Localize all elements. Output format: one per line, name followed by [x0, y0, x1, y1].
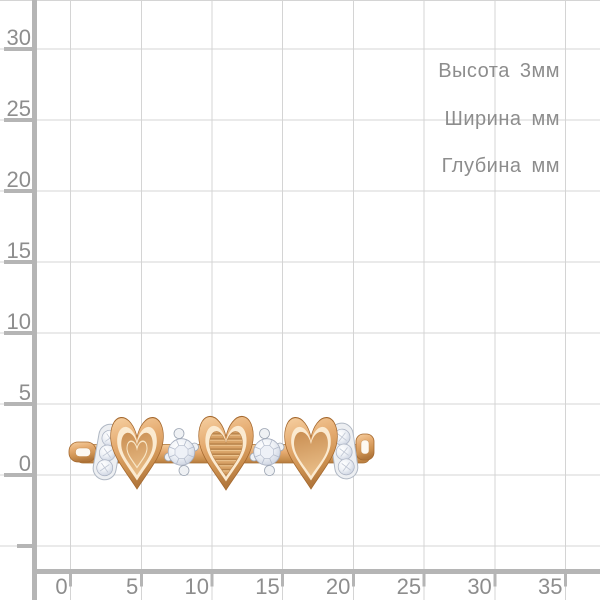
dimension-value: мм [531, 107, 560, 130]
y-tick-label: 20 [7, 167, 31, 192]
x-tick-label: 35 [538, 574, 562, 599]
dimension-name: Высота [438, 60, 510, 82]
x-tick [281, 573, 285, 587]
heart-right [283, 416, 339, 490]
heart-middle [198, 415, 254, 491]
y-tick-label: 15 [7, 238, 31, 263]
axis-labels: 30 25 20 15 10 5 0 0 5 10 15 20 25 30 35 [7, 25, 563, 599]
x-tick [139, 573, 143, 587]
y-tick [4, 47, 37, 51]
y-tick-label: 0 [19, 451, 31, 476]
dimension-name: Глубина [441, 155, 522, 177]
x-tick-label: 5 [126, 574, 138, 599]
dimension-row-depth: Глубина мм [442, 154, 560, 178]
heart-left [109, 416, 165, 490]
x-tick [351, 573, 355, 587]
y-tick [4, 473, 37, 477]
x-tick-label: 20 [326, 574, 350, 599]
dimension-value: мм [531, 155, 560, 177]
y-tick [4, 260, 37, 264]
y-tick [17, 544, 37, 548]
y-tick-label: 30 [7, 25, 31, 50]
x-tick-label: 30 [467, 574, 491, 599]
y-tick [4, 331, 37, 335]
x-tick [210, 573, 214, 587]
dimension-value: 3мм [519, 60, 560, 82]
gemstone-left [164, 428, 199, 476]
dimensions-panel: Высота 3мм Ширина мм Глубина мм [438, 59, 560, 178]
x-tick-label: 10 [185, 574, 209, 599]
x-tick [493, 573, 497, 587]
y-tick-label: 25 [7, 96, 31, 121]
axes [4, 0, 600, 600]
ring-band-end-right [355, 433, 375, 461]
x-tick-label: 0 [55, 574, 67, 599]
y-tick-label: 5 [19, 380, 31, 405]
x-axis-line [32, 569, 600, 574]
x-tick [69, 573, 73, 587]
ring-image [68, 415, 375, 491]
y-tick [4, 189, 37, 193]
x-tick [422, 573, 426, 587]
dimension-row-width: Ширина мм [445, 107, 560, 131]
y-axis-line [32, 0, 37, 600]
ring-band-end-left [68, 441, 97, 463]
y-tick [4, 118, 37, 122]
y-tick-label: 10 [7, 309, 31, 334]
dimension-name: Ширина [444, 107, 522, 130]
x-tick-label: 15 [255, 574, 279, 599]
x-tick-label: 25 [397, 574, 421, 599]
gemstone-right [249, 428, 285, 476]
dimension-row-height: Высота 3мм [438, 59, 560, 83]
x-tick [564, 573, 567, 587]
y-tick [4, 402, 37, 406]
